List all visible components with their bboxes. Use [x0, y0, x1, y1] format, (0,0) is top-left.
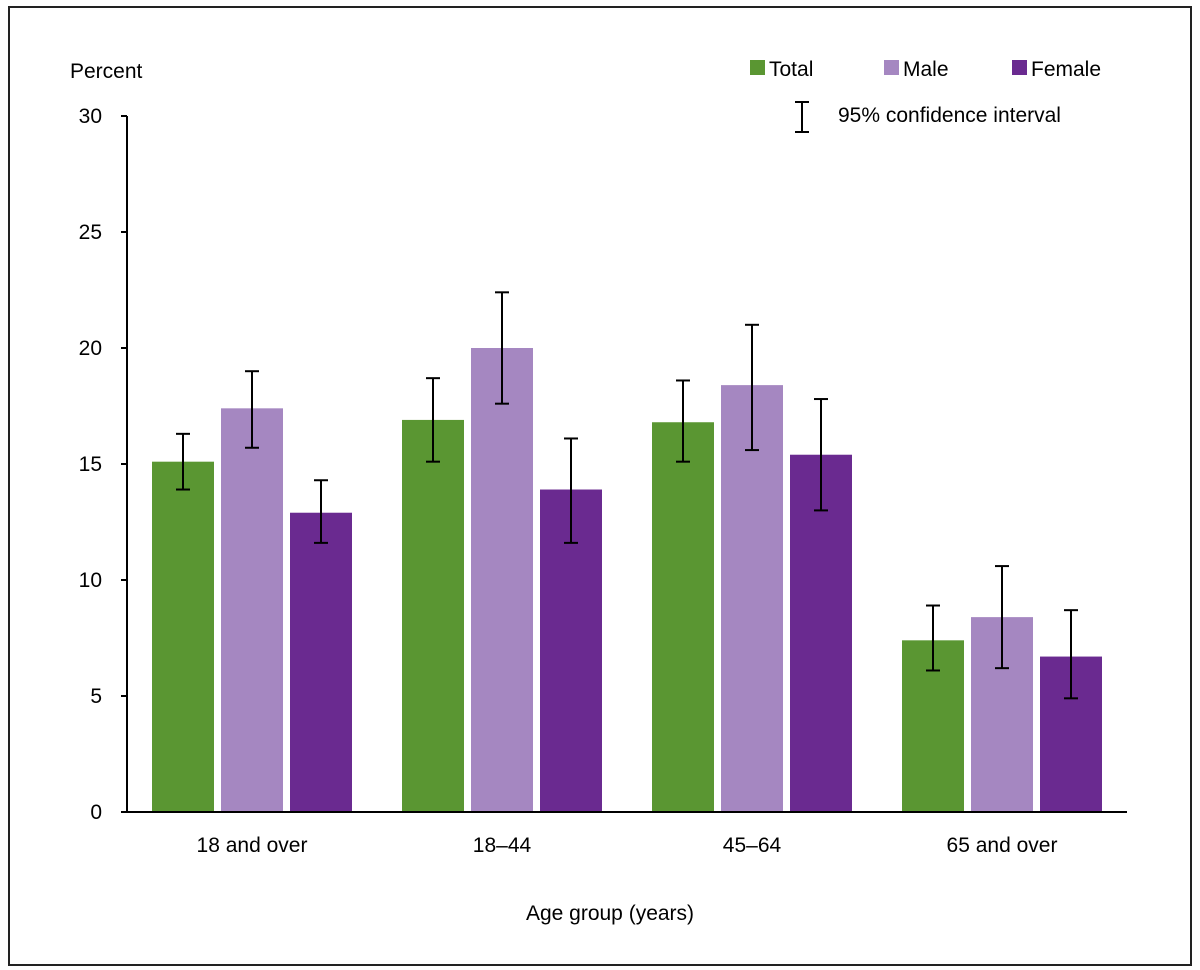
- error-bar: [314, 479, 328, 544]
- bar-male: [221, 408, 283, 812]
- bars: [152, 348, 1102, 812]
- y-axis: 0 5 10 15 20 25 30: [79, 105, 128, 824]
- legend-ci-icon: [795, 101, 809, 133]
- legend-swatch-male: [884, 60, 899, 75]
- x-axis: 18 and over 18–44 45–64 65 and over: [127, 811, 1127, 857]
- error-bar: [245, 370, 259, 449]
- legend-swatch-female: [1012, 60, 1027, 75]
- y-tick-label: 25: [79, 221, 102, 244]
- y-tick-label: 5: [90, 685, 102, 708]
- y-tick-label: 0: [90, 801, 102, 824]
- y-tick-label: 30: [79, 105, 102, 128]
- y-axis-label: Percent: [70, 60, 143, 83]
- error-bar: [745, 323, 759, 452]
- bar-total: [152, 461, 214, 812]
- x-tick-label: 45–64: [723, 834, 782, 857]
- legend-label-female: Female: [1031, 58, 1101, 81]
- error-bar: [564, 437, 578, 544]
- bar-female: [790, 454, 852, 812]
- error-bar: [995, 565, 1009, 670]
- error-bar: [926, 604, 940, 672]
- y-tick-label: 15: [79, 453, 102, 476]
- x-axis-label: Age group (years): [526, 902, 694, 925]
- x-tick-label: 18 and over: [197, 834, 308, 857]
- error-bar: [176, 432, 190, 491]
- error-bar: [495, 291, 509, 405]
- error-bar: [814, 398, 828, 512]
- x-tick-label: 18–44: [473, 834, 532, 857]
- bar-total: [402, 419, 464, 812]
- legend-label-total: Total: [769, 58, 813, 81]
- error-bar: [676, 379, 690, 463]
- error-bar: [1064, 609, 1078, 700]
- error-bar: [426, 377, 440, 463]
- x-tick-label: 65 and over: [947, 834, 1058, 857]
- error-bars: [176, 291, 1078, 700]
- bar-female: [290, 512, 352, 812]
- legend-ci-label: 95% confidence interval: [838, 104, 1061, 127]
- bar-male: [721, 385, 783, 812]
- legend-swatch-total: [750, 60, 765, 75]
- bar-total: [652, 422, 714, 812]
- y-tick-label: 10: [79, 569, 102, 592]
- y-tick-label: 20: [79, 337, 102, 360]
- legend-label-male: Male: [903, 58, 949, 81]
- legend: Total Male Female 95% confidence interva…: [750, 58, 1101, 133]
- bar-male: [471, 348, 533, 812]
